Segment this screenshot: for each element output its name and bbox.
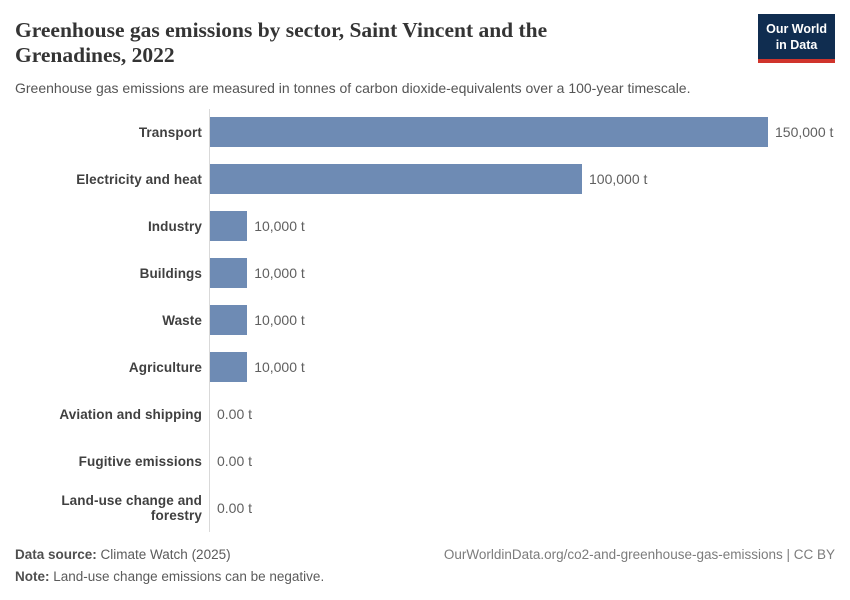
footer-datasource: Data source: Climate Watch (2025) [15,547,324,562]
bar-area: 0.00 t [209,484,835,532]
bar [210,211,248,242]
category-label: Industry [147,218,202,234]
chart-row: Waste 10,000 t [15,296,835,344]
bar-area: 10,000 t [209,202,835,250]
category-label: Aviation and shipping [59,406,202,422]
value-label: 150,000 t [775,124,834,141]
chart-rows: Transport 150,000 t Electricity and heat… [15,108,835,532]
owid-logo-line2: in Data [775,38,818,52]
category-label: Agriculture [128,359,202,375]
owid-logo-line1: Our World [766,22,827,36]
bar [210,258,248,289]
value-label: 10,000 t [254,218,305,235]
category-label: Fugitive emissions [78,453,202,469]
footer-note: Note: Land-use change emissions can be n… [15,569,324,584]
footer-rights: OurWorldinData.org/co2-and-greenhouse-ga… [443,546,835,562]
bar-area: 0.00 t [209,390,835,438]
value-label: 10,000 t [254,312,305,329]
chart-row: Industry 10,000 t [15,202,835,250]
category-label: Transport [138,124,202,140]
chart-row: Land-use change and forestry 0.00 t [15,484,835,532]
header-text: Greenhouse gas emissions by sector, Sain… [15,18,691,96]
chart-row: Aviation and shipping 0.00 t [15,390,835,438]
bar-area: 150,000 t [209,108,835,156]
category-label: Land-use change and forestry [61,493,202,524]
bar-chart: Transport 150,000 t Electricity and heat… [15,108,835,532]
bar [210,352,248,383]
chart-row: Buildings 10,000 t [15,249,835,297]
bar-area: 10,000 t [209,249,835,297]
category-label: Buildings [139,265,202,281]
owid-logo: Our World in Data [758,14,835,63]
chart-row: Transport 150,000 t [15,108,835,156]
bar-area: 10,000 t [209,343,835,391]
value-label: 0.00 t [217,453,253,470]
category-label: Electricity and heat [76,171,202,187]
category-label: Waste [162,312,202,328]
bar [210,117,768,148]
bar-area: 10,000 t [209,296,835,344]
bar [210,164,582,195]
value-label: 100,000 t [589,171,648,188]
footer-datasource-value: Climate Watch (2025) [100,546,231,562]
header: Greenhouse gas emissions by sector, Sain… [15,14,835,96]
value-label: 0.00 t [217,406,253,423]
chart-subtitle: Greenhouse gas emissions are measured in… [15,79,691,96]
chart-row: Electricity and heat 100,000 t [15,155,835,203]
value-label: 0.00 t [217,500,253,517]
bar [210,305,248,336]
bar-area: 0.00 t [209,437,835,485]
footer-note-label: Note: [15,568,50,584]
footer-datasource-label: Data source: [15,546,97,562]
value-label: 10,000 t [254,265,305,282]
value-label: 10,000 t [254,359,305,376]
footer-note-value: Land-use change emissions can be negativ… [53,568,325,584]
bar-area: 100,000 t [209,155,835,203]
footer-left: Data source: Climate Watch (2025) Note: … [15,547,324,591]
footer: Data source: Climate Watch (2025) Note: … [15,547,835,591]
chart-row: Fugitive emissions 0.00 t [15,437,835,485]
chart-title: Greenhouse gas emissions by sector, Sain… [15,18,548,68]
chart-row: Agriculture 10,000 t [15,343,835,391]
